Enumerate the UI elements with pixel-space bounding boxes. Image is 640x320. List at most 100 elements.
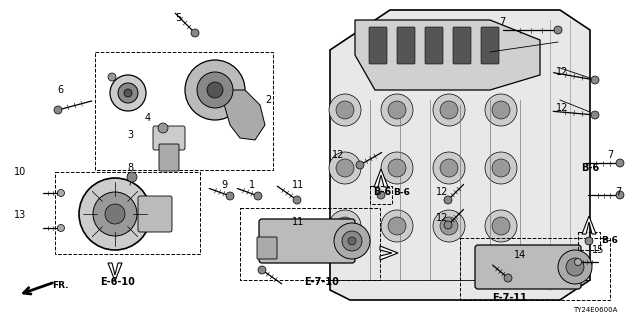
Circle shape [342, 231, 362, 251]
Text: 12: 12 [332, 150, 344, 160]
Circle shape [226, 192, 234, 200]
FancyBboxPatch shape [369, 27, 387, 64]
Circle shape [293, 196, 301, 204]
Circle shape [254, 192, 262, 200]
Circle shape [433, 210, 465, 242]
Circle shape [616, 159, 624, 167]
Circle shape [381, 152, 413, 184]
Circle shape [207, 82, 223, 98]
Polygon shape [330, 10, 590, 300]
Polygon shape [582, 216, 596, 234]
FancyBboxPatch shape [475, 245, 581, 289]
Circle shape [492, 217, 510, 235]
Text: E-7-10: E-7-10 [305, 277, 339, 287]
Text: B-6: B-6 [373, 187, 391, 197]
Text: 5: 5 [175, 13, 181, 23]
Circle shape [329, 94, 361, 126]
Circle shape [118, 83, 138, 103]
Circle shape [185, 60, 245, 120]
FancyBboxPatch shape [259, 219, 355, 263]
FancyBboxPatch shape [159, 144, 179, 171]
Text: 12: 12 [556, 103, 568, 113]
Polygon shape [355, 20, 540, 90]
Circle shape [575, 259, 582, 266]
Circle shape [124, 89, 132, 97]
Bar [578, 232, 600, 250]
Circle shape [79, 178, 151, 250]
Text: 7: 7 [615, 187, 621, 197]
FancyBboxPatch shape [425, 27, 443, 64]
Text: 11: 11 [292, 217, 304, 227]
FancyBboxPatch shape [397, 27, 415, 64]
Circle shape [58, 225, 65, 231]
Circle shape [93, 192, 137, 236]
Circle shape [105, 204, 125, 224]
Text: B-6: B-6 [581, 163, 599, 173]
Circle shape [381, 94, 413, 126]
Circle shape [329, 210, 361, 242]
Circle shape [258, 266, 266, 274]
Circle shape [356, 161, 364, 169]
Circle shape [485, 152, 517, 184]
Circle shape [616, 191, 624, 199]
Text: 3: 3 [127, 130, 133, 140]
Circle shape [381, 210, 413, 242]
Text: E-6-10: E-6-10 [100, 277, 136, 287]
Text: E-7-11: E-7-11 [493, 293, 527, 303]
Circle shape [377, 191, 385, 199]
Text: TY24E0600A: TY24E0600A [573, 307, 617, 313]
Text: 12: 12 [436, 213, 448, 223]
Circle shape [485, 94, 517, 126]
Text: FR.: FR. [52, 282, 68, 291]
Text: 2: 2 [265, 95, 271, 105]
Polygon shape [374, 169, 388, 187]
Circle shape [127, 172, 137, 182]
Text: 8: 8 [127, 163, 133, 173]
Text: 14: 14 [514, 250, 526, 260]
Circle shape [336, 217, 354, 235]
Text: 1: 1 [249, 180, 255, 190]
FancyBboxPatch shape [257, 237, 277, 259]
Circle shape [433, 94, 465, 126]
Text: 6: 6 [57, 85, 63, 95]
Bar [370, 186, 392, 204]
Circle shape [336, 159, 354, 177]
Circle shape [440, 159, 458, 177]
Circle shape [558, 250, 592, 284]
FancyBboxPatch shape [138, 196, 172, 232]
Circle shape [591, 76, 599, 84]
Bar [240, 208, 380, 280]
Text: 10: 10 [14, 167, 26, 177]
Circle shape [492, 159, 510, 177]
Circle shape [54, 106, 62, 114]
Bar [55, 172, 200, 254]
Text: B-6: B-6 [601, 236, 618, 244]
Circle shape [566, 258, 584, 276]
Circle shape [197, 72, 233, 108]
Circle shape [492, 101, 510, 119]
Polygon shape [108, 263, 122, 281]
Text: 15: 15 [592, 245, 604, 255]
Circle shape [58, 189, 65, 196]
Text: B-6: B-6 [393, 188, 410, 196]
Text: 7: 7 [607, 150, 613, 160]
Circle shape [440, 101, 458, 119]
Text: 13: 13 [14, 210, 26, 220]
Circle shape [334, 223, 370, 259]
Circle shape [388, 217, 406, 235]
Circle shape [554, 26, 562, 34]
Polygon shape [380, 246, 398, 260]
Circle shape [485, 210, 517, 242]
Circle shape [591, 111, 599, 119]
Bar [460, 238, 610, 300]
Text: 9: 9 [221, 180, 227, 190]
Circle shape [336, 101, 354, 119]
Text: 12: 12 [436, 187, 448, 197]
Circle shape [444, 221, 452, 229]
Circle shape [191, 29, 199, 37]
Text: 11: 11 [292, 180, 304, 190]
FancyBboxPatch shape [153, 126, 185, 150]
Circle shape [158, 123, 168, 133]
Circle shape [433, 152, 465, 184]
Circle shape [504, 274, 512, 282]
